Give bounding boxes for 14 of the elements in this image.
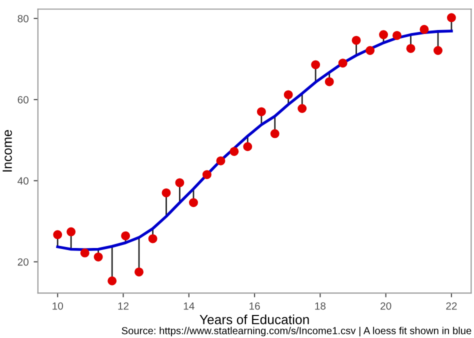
source-note: Source: https://www.statlearning.com/s/Income1.csv | A loess fit shown in blue	[122, 326, 472, 336]
x-tick-label: 16	[250, 302, 260, 310]
y-tick-label: 80	[18, 14, 28, 22]
x-tick-label: 22	[446, 302, 457, 310]
y-tick-label: 60	[18, 96, 28, 104]
x-tick-label: 10	[52, 302, 63, 310]
x-tick-label: 12	[118, 302, 129, 310]
y-axis-title: Income	[2, 130, 12, 172]
x-tick-label: 18	[315, 302, 326, 310]
y-tick-label: 20	[18, 258, 28, 266]
x-axis-title: Years of Education	[200, 314, 309, 324]
y-tick-label: 40	[18, 177, 28, 185]
x-tick-label: 20	[380, 302, 392, 310]
x-tick-label: 14	[184, 302, 194, 310]
